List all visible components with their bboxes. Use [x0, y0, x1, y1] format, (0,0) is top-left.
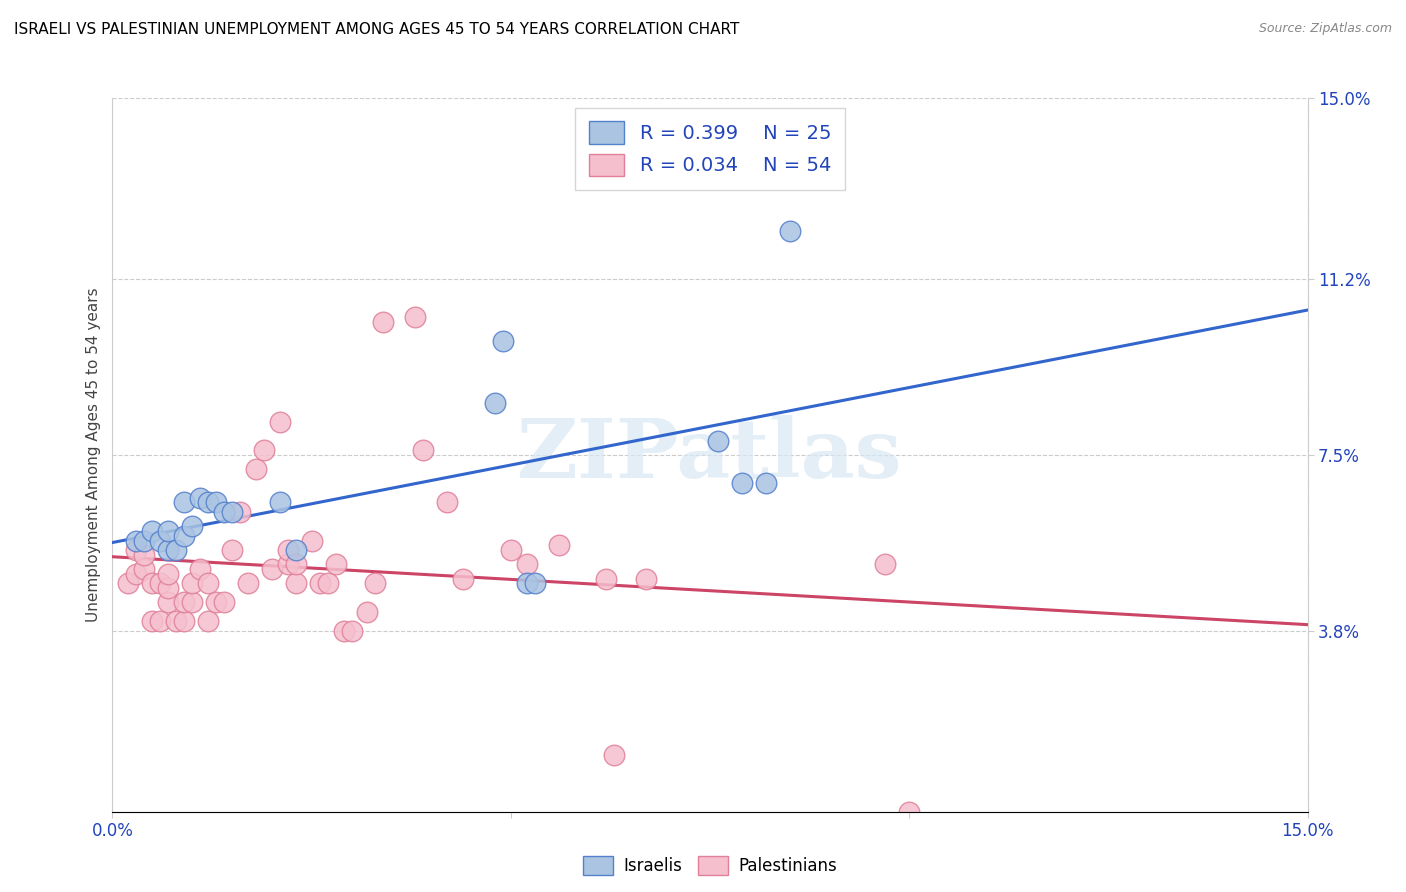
Point	[149, 615, 172, 629]
Point	[212, 595, 235, 609]
Point	[484, 395, 506, 409]
Point	[308, 576, 330, 591]
Point	[340, 624, 363, 638]
Point	[284, 576, 307, 591]
Point	[260, 562, 283, 576]
Y-axis label: Unemployment Among Ages 45 to 54 years: Unemployment Among Ages 45 to 54 years	[86, 287, 101, 623]
Point	[221, 543, 243, 558]
Point	[284, 543, 307, 558]
Point	[269, 415, 291, 429]
Point	[547, 538, 569, 552]
Point	[253, 443, 276, 458]
Point	[157, 543, 180, 558]
Point	[451, 572, 474, 586]
Point	[197, 615, 219, 629]
Point	[149, 576, 172, 591]
Point	[141, 615, 163, 629]
Point	[157, 524, 180, 538]
Point	[229, 505, 252, 519]
Point	[173, 595, 195, 609]
Point	[277, 543, 299, 558]
Text: ISRAELI VS PALESTINIAN UNEMPLOYMENT AMONG AGES 45 TO 54 YEARS CORRELATION CHART: ISRAELI VS PALESTINIAN UNEMPLOYMENT AMON…	[14, 22, 740, 37]
Point	[125, 543, 148, 558]
Point	[205, 495, 228, 509]
Point	[373, 315, 395, 329]
Point	[492, 334, 515, 348]
Point	[157, 595, 180, 609]
Point	[516, 576, 538, 591]
Point	[707, 434, 730, 448]
Text: Source: ZipAtlas.com: Source: ZipAtlas.com	[1258, 22, 1392, 36]
Point	[197, 495, 219, 509]
Point	[875, 558, 897, 572]
Point	[316, 576, 339, 591]
Point	[499, 543, 522, 558]
Point	[205, 595, 228, 609]
Point	[301, 533, 323, 548]
Point	[516, 558, 538, 572]
Point	[117, 576, 139, 591]
Point	[134, 562, 156, 576]
Point	[523, 576, 546, 591]
Point	[731, 476, 754, 491]
Point	[173, 495, 195, 509]
Point	[779, 224, 801, 238]
Point	[269, 495, 291, 509]
Point	[188, 491, 211, 505]
Point	[173, 615, 195, 629]
Point	[436, 495, 458, 509]
Point	[181, 519, 204, 533]
Point	[141, 576, 163, 591]
Point	[141, 524, 163, 538]
Point	[898, 805, 921, 819]
Point	[221, 505, 243, 519]
Point	[332, 624, 354, 638]
Point	[356, 605, 378, 619]
Point	[412, 443, 434, 458]
Legend: Israelis, Palestinians: Israelis, Palestinians	[576, 849, 844, 882]
Point	[188, 562, 211, 576]
Point	[236, 576, 259, 591]
Point	[173, 529, 195, 543]
Point	[197, 576, 219, 591]
Point	[603, 747, 626, 762]
Point	[181, 576, 204, 591]
Point	[134, 533, 156, 548]
Text: ZIPatlas: ZIPatlas	[517, 415, 903, 495]
Point	[157, 566, 180, 581]
Point	[404, 310, 426, 324]
Point	[165, 615, 187, 629]
Point	[325, 558, 347, 572]
Point	[212, 505, 235, 519]
Point	[149, 533, 172, 548]
Point	[134, 548, 156, 562]
Point	[364, 576, 387, 591]
Point	[284, 558, 307, 572]
Point	[181, 595, 204, 609]
Point	[636, 572, 658, 586]
Point	[125, 533, 148, 548]
Point	[157, 581, 180, 595]
Point	[125, 566, 148, 581]
Point	[755, 476, 778, 491]
Point	[165, 543, 187, 558]
Point	[595, 572, 617, 586]
Point	[277, 558, 299, 572]
Point	[245, 462, 267, 476]
